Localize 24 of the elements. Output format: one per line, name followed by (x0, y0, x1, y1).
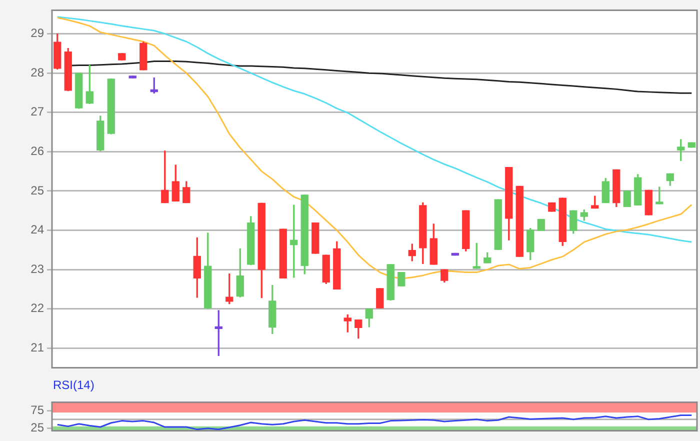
candlestick (537, 218, 545, 231)
candlestick (312, 222, 320, 254)
y-tick-label: 21 (30, 340, 44, 354)
candlestick (398, 272, 406, 286)
candlestick (128, 76, 136, 78)
candlestick (656, 186, 664, 204)
y-tick-label: 25 (30, 183, 44, 198)
candlestick (118, 53, 126, 60)
candlestick (516, 186, 524, 257)
y-tick-label: 28 (30, 65, 44, 80)
y-tick-label: 25 (30, 420, 44, 434)
candlestick (623, 190, 631, 208)
y-tick-label: 24 (30, 222, 44, 237)
chart-title: RSI(14) (53, 378, 94, 392)
candlestick (644, 190, 652, 216)
y-tick-label: 26 (30, 144, 44, 158)
y-tick-label: 23 (30, 262, 44, 276)
y-tick-label: 22 (30, 301, 44, 316)
y-tick-label: 27 (30, 104, 44, 119)
candlestick (376, 288, 384, 308)
y-tick-label: 75 (30, 403, 44, 418)
candlestick (279, 228, 287, 279)
y-tick-label: 29 (30, 26, 44, 40)
candlestick (494, 199, 502, 250)
